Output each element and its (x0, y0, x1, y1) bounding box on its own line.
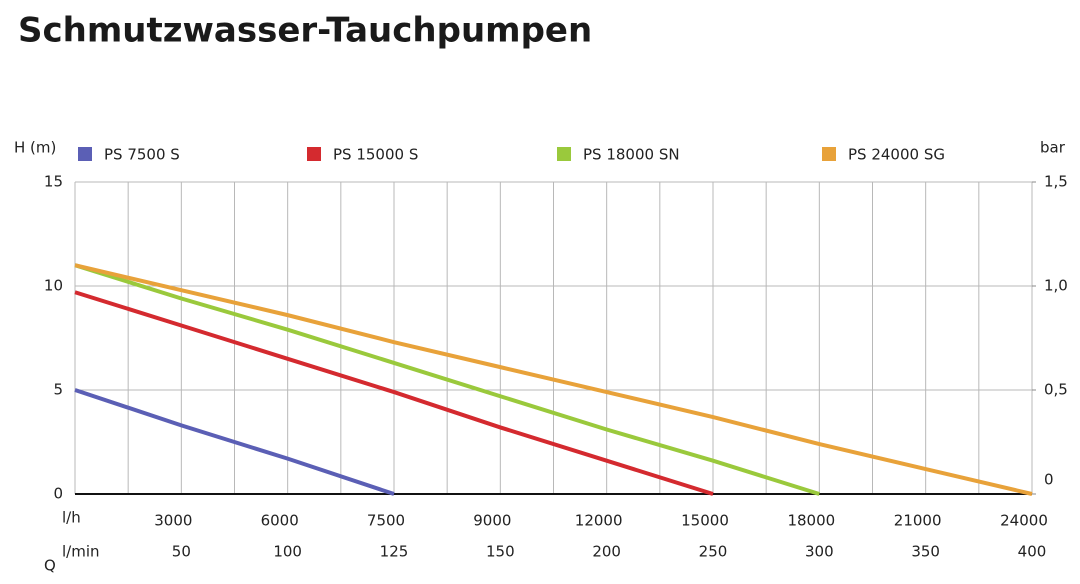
legend-label: PS 24000 SG (848, 146, 945, 164)
legend-label: PS 18000 SN (583, 146, 680, 164)
legend-swatch (822, 147, 836, 161)
legend-swatch (557, 147, 571, 161)
x-tick-label: 250 (699, 543, 728, 561)
series-line (74, 388, 395, 496)
legend-label: PS 7500 S (104, 146, 180, 164)
x-tick-label: 125 (380, 543, 409, 561)
legend-label: PS 15000 S (333, 146, 418, 164)
legend-swatch (307, 147, 321, 161)
x2-tick-label: 24000 (1000, 512, 1048, 530)
x-tick-label: 200 (592, 543, 621, 561)
x2-tick-label: 12000 (575, 512, 623, 530)
x-tick-label: 150 (486, 543, 515, 561)
series-line (74, 290, 714, 496)
x2-tick-label: 18000 (787, 512, 835, 530)
y2-tick-label: 0 (1044, 471, 1054, 489)
y-tick-label: 0 (53, 485, 63, 503)
x2-tick-label: 15000 (681, 512, 729, 530)
y2-tick-label: 1,5 (1044, 173, 1068, 191)
x2-tick-label: 6000 (261, 512, 299, 530)
x2-tick-label: 21000 (894, 512, 942, 530)
x-tick-label: 350 (911, 543, 940, 561)
y-tick-label: 5 (53, 381, 63, 399)
y2-tick-label: 0,5 (1044, 381, 1068, 399)
x2-tick-label: 3000 (154, 512, 192, 530)
x-tick-label: 100 (273, 543, 302, 561)
y2-axis-label: bar (1040, 139, 1066, 157)
y2-tick-label: 1,0 (1044, 277, 1068, 295)
x-tick-label: 50 (172, 543, 191, 561)
chart-title: Schmutzwasser-Tauchpumpen (18, 11, 592, 51)
legend-swatch (78, 147, 92, 161)
x-tick-label: 300 (805, 543, 834, 561)
series-line (74, 263, 1033, 496)
x2-tick-label: 9000 (473, 512, 511, 530)
y-tick-label: 10 (44, 277, 63, 295)
y-tick-label: 15 (44, 173, 63, 191)
x-axis-label: Q (44, 557, 56, 575)
x-unit: l/min (62, 543, 100, 561)
x2-tick-label: 7500 (367, 512, 405, 530)
y-axis-label: H (m) (14, 139, 56, 157)
x2-unit: l/h (62, 509, 81, 527)
series-line (74, 263, 820, 496)
x-tick-label: 400 (1018, 543, 1047, 561)
